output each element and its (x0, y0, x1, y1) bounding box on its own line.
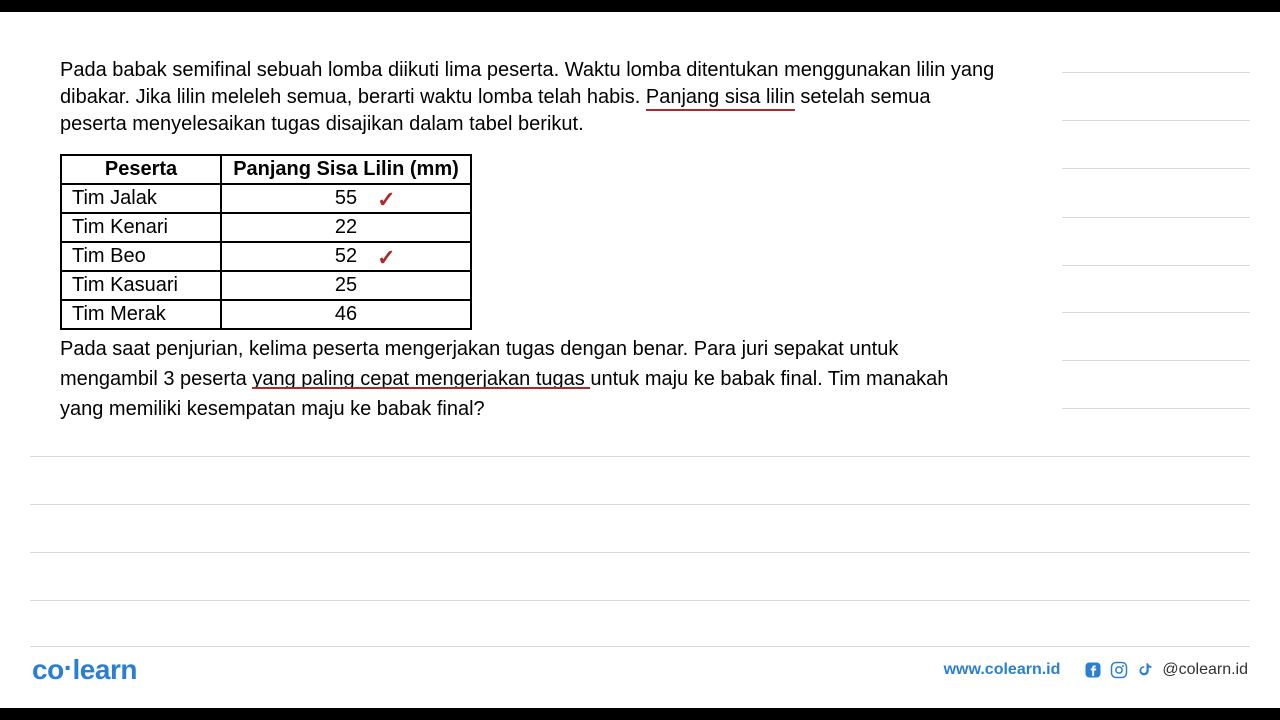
table-cell-value: 46 (221, 300, 471, 329)
rule-line (30, 552, 1250, 553)
social-icons: @colearn.id (1084, 661, 1248, 679)
table-row: Tim Jalak 55 ✓ (61, 184, 471, 213)
rule-line (1062, 360, 1250, 361)
table-header-panjang: Panjang Sisa Lilin (mm) (221, 155, 471, 184)
rule-line (1062, 265, 1250, 266)
footer-url[interactable]: www.colearn.id (944, 661, 1061, 679)
intro-paragraph: Pada babak semifinal sebuah lomba diikut… (60, 57, 1020, 138)
q-line3: yang memiliki kesempatan maju ke babak f… (60, 398, 485, 420)
value-text: 55 (335, 187, 357, 209)
rule-line (1062, 72, 1250, 73)
rule-line (30, 600, 1250, 601)
instagram-icon[interactable] (1110, 661, 1128, 679)
intro-line2b: setelah semua (795, 86, 931, 108)
rule-line (30, 504, 1250, 505)
value-text: 22 (335, 216, 357, 238)
q-line2b: untuk maju ke babak final. Tim manakah (590, 368, 948, 390)
brand-dot-icon: · (64, 652, 73, 683)
data-table: Peserta Panjang Sisa Lilin (mm) Tim Jala… (60, 154, 472, 330)
rule-line (30, 456, 1250, 457)
rule-line (1062, 217, 1250, 218)
table-cell-value: 22 (221, 213, 471, 242)
q-strike: yang paling cepat mengerjakan tugas (252, 368, 590, 390)
check-icon: ✓ (377, 245, 395, 271)
intro-line2a: dibakar. Jika lilin meleleh semua, berar… (60, 86, 646, 108)
question-paragraph: Pada saat penjurian, kelima peserta meng… (60, 334, 980, 424)
brand-learn: learn (73, 654, 137, 685)
table-row: Tim Merak 46 (61, 300, 471, 329)
rule-line (30, 646, 1250, 647)
table-cell-name: Tim Beo (61, 242, 221, 271)
worksheet-content: Pada babak semifinal sebuah lomba diikut… (0, 12, 1280, 424)
table-row: Tim Kenari 22 (61, 213, 471, 242)
social-handle: @colearn.id (1162, 661, 1248, 679)
brand-co: co (32, 654, 64, 685)
table-cell-name: Tim Merak (61, 300, 221, 329)
tiktok-icon[interactable] (1136, 661, 1154, 679)
footer: co·learn www.colearn.id @colearn.id (0, 654, 1280, 686)
facebook-icon[interactable] (1084, 661, 1102, 679)
q-line1: Pada saat penjurian, kelima peserta meng… (60, 338, 898, 360)
table-row: Tim Beo 52 ✓ (61, 242, 471, 271)
q-line2a: mengambil 3 peserta (60, 368, 252, 390)
table-cell-value: 25 (221, 271, 471, 300)
rule-line (1062, 120, 1250, 121)
brand-logo: co·learn (32, 654, 137, 686)
rule-line (1062, 168, 1250, 169)
table-header-row: Peserta Panjang Sisa Lilin (mm) (61, 155, 471, 184)
table-row: Tim Kasuari 25 (61, 271, 471, 300)
rule-line (1062, 408, 1250, 409)
intro-line1: Pada babak semifinal sebuah lomba diikut… (60, 59, 994, 81)
intro-line3: peserta menyelesaikan tugas disajikan da… (60, 113, 584, 135)
value-text: 25 (335, 274, 357, 296)
table-cell-name: Tim Jalak (61, 184, 221, 213)
table-cell-value: 52 ✓ (221, 242, 471, 271)
table-cell-name: Tim Kasuari (61, 271, 221, 300)
table-cell-value: 55 ✓ (221, 184, 471, 213)
value-text: 46 (335, 303, 357, 325)
intro-underlined: Panjang sisa lilin (646, 86, 795, 111)
rule-line (1062, 312, 1250, 313)
value-text: 52 (335, 245, 357, 267)
table-header-peserta: Peserta (61, 155, 221, 184)
check-icon: ✓ (377, 187, 395, 213)
table-cell-name: Tim Kenari (61, 213, 221, 242)
footer-right: www.colearn.id @colearn.id (944, 661, 1248, 679)
